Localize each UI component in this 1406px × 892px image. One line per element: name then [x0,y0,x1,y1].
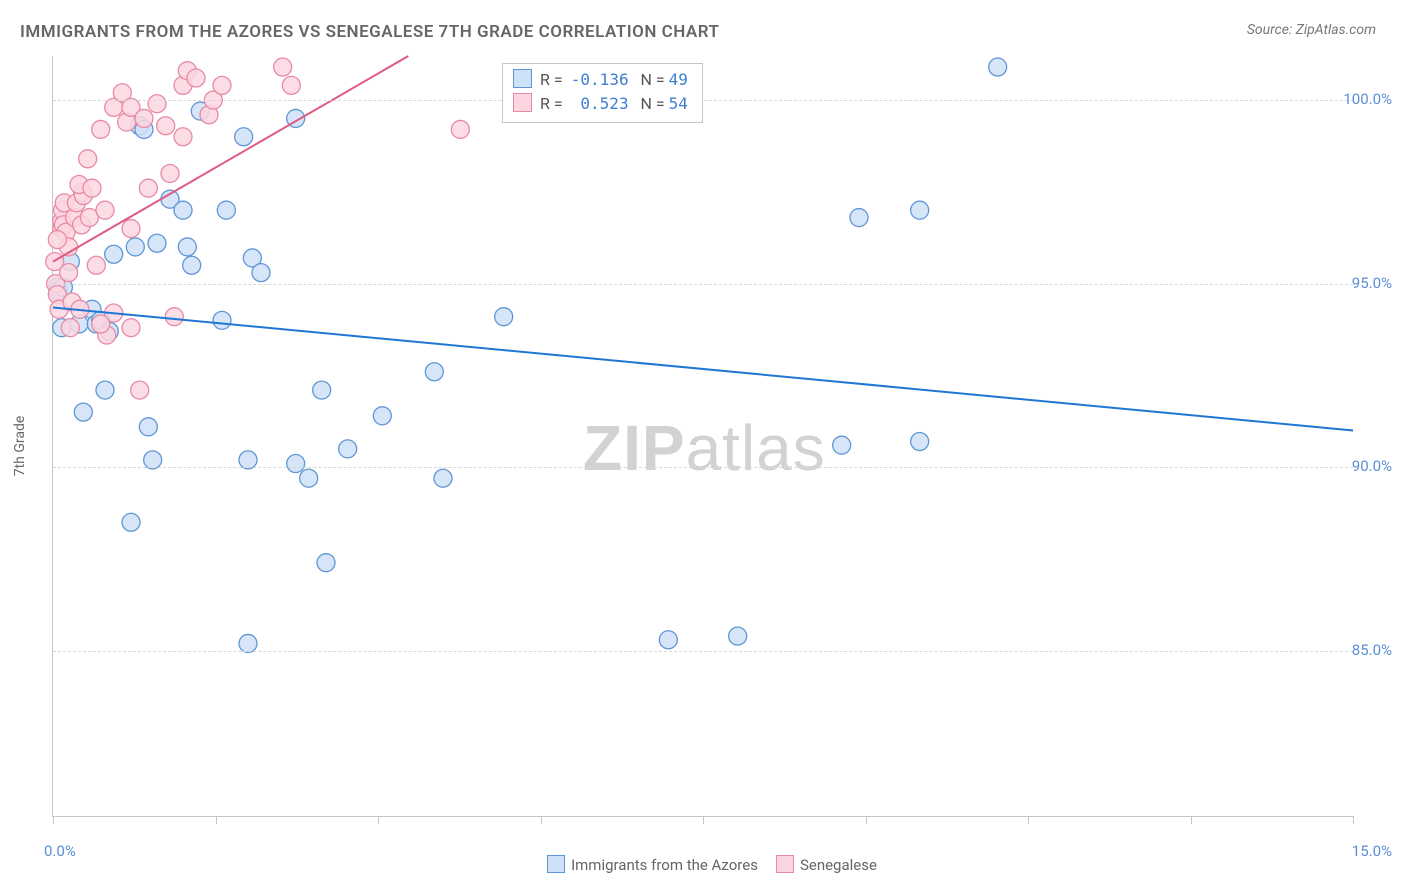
gridline [53,100,1353,101]
data-point [161,164,179,182]
plot-area: ZIPatlas [52,56,1353,817]
x-tick [378,816,379,824]
data-point [425,363,443,381]
data-point [122,513,140,531]
data-point [213,76,231,94]
x-tick-label: 0.0% [44,842,76,860]
data-point [87,256,105,274]
data-point [92,120,110,138]
y-axis-label: 7th Grade [12,416,28,477]
data-point [282,76,300,94]
data-point [187,69,205,87]
x-tick-label: 15.0% [1352,842,1392,860]
trend-line [53,307,1353,430]
data-point [235,128,253,146]
data-point [659,631,677,649]
correlation-text: R = 0.523 N = 54 [540,94,688,113]
data-point [148,234,166,252]
data-point [451,120,469,138]
y-tick-label: 95.0% [1352,274,1392,292]
data-point [213,311,231,329]
x-tick [1353,816,1354,824]
gridline [53,651,1353,652]
data-point [911,201,929,219]
data-point [122,319,140,337]
data-point [287,455,305,473]
legend-swatch [513,69,532,88]
data-point [122,220,140,238]
data-point [96,381,114,399]
data-point [313,381,331,399]
data-point [61,319,79,337]
data-point [178,238,196,256]
correlation-text: R = -0.136 N = 49 [540,70,688,89]
data-point [157,117,175,135]
data-point [183,256,201,274]
data-point [729,627,747,645]
data-point [79,150,97,168]
data-point [96,201,114,219]
data-point [833,436,851,454]
data-point [131,381,149,399]
data-point [74,403,92,421]
data-point [911,433,929,451]
data-point [139,418,157,436]
y-tick-label: 85.0% [1352,641,1392,659]
legend-label: Immigrants from the Azores [571,856,758,874]
data-point [217,201,235,219]
data-point [174,201,192,219]
data-point [989,58,1007,76]
data-point [139,179,157,197]
x-tick [703,816,704,824]
correlation-row: R = 0.523 N = 54 [513,92,688,116]
data-point [239,451,257,469]
data-point [60,264,78,282]
x-tick [1191,816,1192,824]
legend-swatch [547,855,565,873]
data-point [126,238,144,256]
data-point [274,58,292,76]
data-point [252,264,270,282]
x-tick [1028,816,1029,824]
x-tick [541,816,542,824]
correlation-legend: R = -0.136 N = 49 R = 0.523 N = 54 [502,63,703,123]
data-point [144,451,162,469]
gridline [53,467,1353,468]
data-point [135,109,153,127]
data-point [300,469,318,487]
data-point [83,179,101,197]
chart-title: IMMIGRANTS FROM THE AZORES VS SENEGALESE… [20,22,719,42]
data-point [148,95,166,113]
data-point [105,245,123,263]
data-point [317,554,335,572]
legend-label: Senegalese [800,856,877,874]
x-tick [53,816,54,824]
legend-swatch [776,855,794,873]
gridline [53,284,1353,285]
data-point [373,407,391,425]
data-point [48,231,66,249]
scatter-svg [53,56,1353,816]
series-legend: Immigrants from the Azores Senegalese [0,855,1406,874]
data-point [174,128,192,146]
data-point [434,469,452,487]
x-tick [216,816,217,824]
data-point [165,308,183,326]
data-point [339,440,357,458]
y-tick-label: 90.0% [1352,457,1392,475]
data-point [92,315,110,333]
data-point [239,634,257,652]
y-tick-label: 100.0% [1343,90,1392,108]
source-label: Source: ZipAtlas.com [1247,22,1376,38]
legend-swatch [513,93,532,112]
x-tick [866,816,867,824]
data-point [495,308,513,326]
data-point [850,209,868,227]
correlation-row: R = -0.136 N = 49 [513,68,688,92]
